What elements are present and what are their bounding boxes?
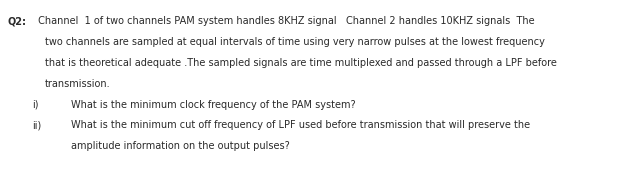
Text: Q2:: Q2: — [7, 16, 27, 26]
Text: that is theoretical adequate .The sampled signals are time multiplexed and passe: that is theoretical adequate .The sample… — [45, 58, 556, 68]
Text: amplitude information on the output pulses?: amplitude information on the output puls… — [71, 141, 290, 151]
Text: transmission.: transmission. — [45, 79, 111, 89]
Text: What is the minimum cut off frequency of LPF used before transmission that will : What is the minimum cut off frequency of… — [71, 120, 530, 130]
Text: Channel  1 of two channels PAM system handles 8KHZ signal   Channel 2 handles 10: Channel 1 of two channels PAM system han… — [35, 16, 535, 26]
Text: What is the minimum clock frequency of the PAM system?: What is the minimum clock frequency of t… — [71, 100, 356, 110]
Text: two channels are sampled at equal intervals of time using very narrow pulses at : two channels are sampled at equal interv… — [45, 37, 545, 47]
Text: ii): ii) — [32, 120, 42, 130]
Text: i): i) — [32, 100, 39, 110]
